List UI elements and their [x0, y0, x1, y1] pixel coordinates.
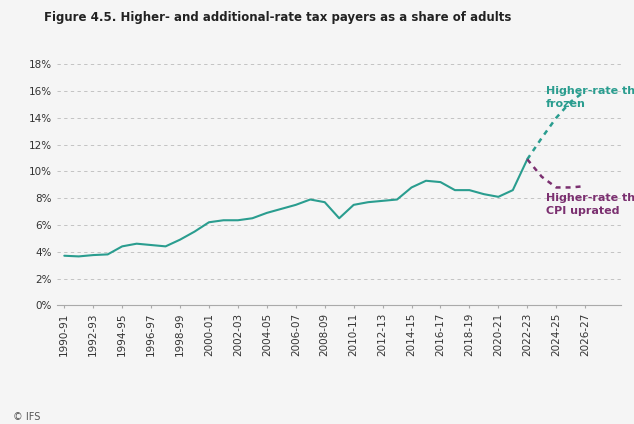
Text: Higher-rate threshold
frozen: Higher-rate threshold frozen: [546, 86, 634, 109]
Text: Figure 4.5. Higher- and additional-rate tax payers as a share of adults: Figure 4.5. Higher- and additional-rate …: [44, 11, 512, 24]
Text: © IFS: © IFS: [13, 412, 40, 422]
Text: Higher-rate threshold
CPI uprated: Higher-rate threshold CPI uprated: [546, 193, 634, 217]
